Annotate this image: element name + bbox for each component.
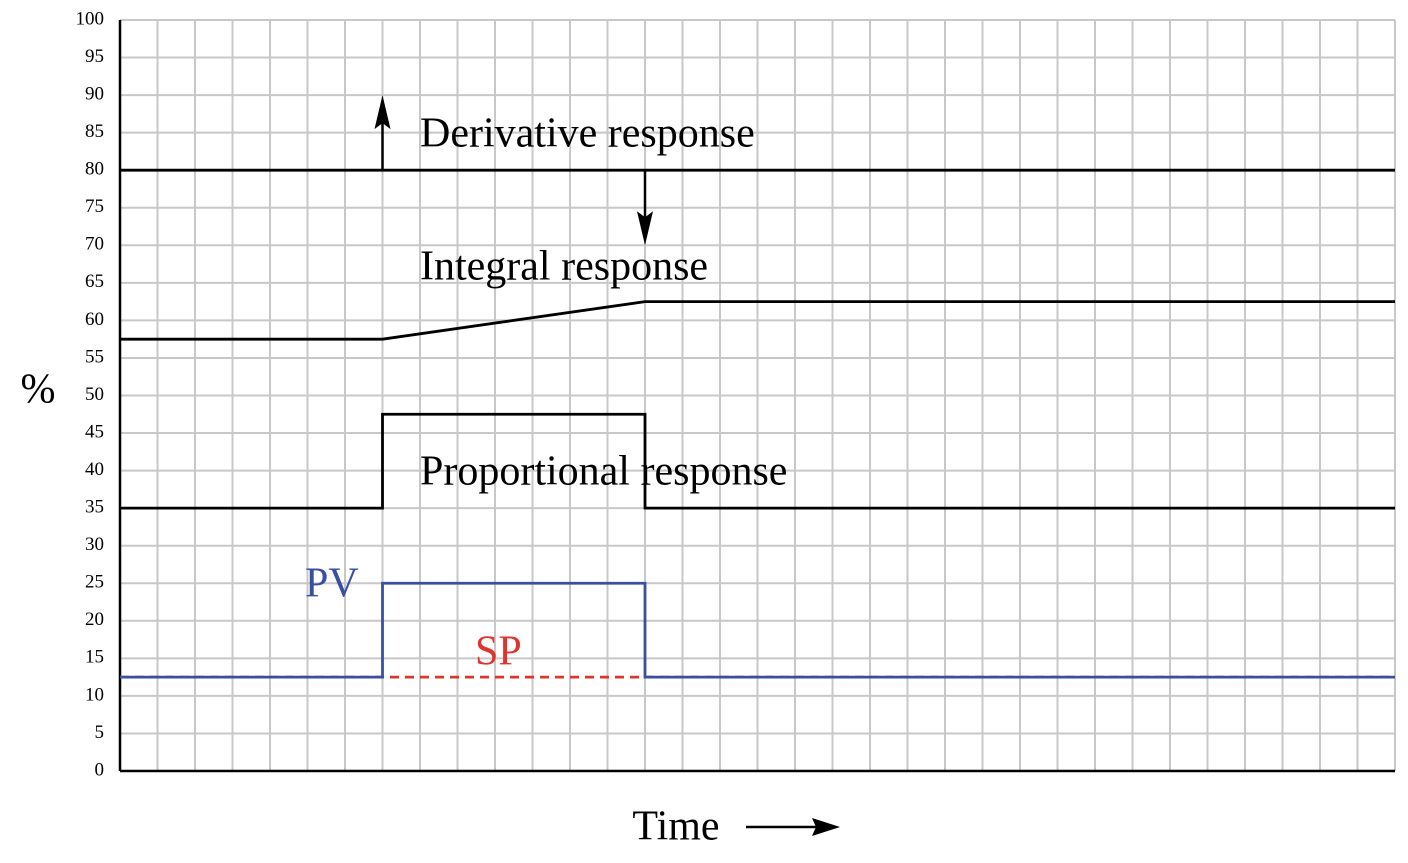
series-line: [120, 581, 1395, 679]
series-label: SP: [475, 629, 522, 675]
y-tick-label: 35: [85, 497, 104, 518]
y-tick-label: 10: [85, 684, 104, 705]
y-tick-label: 65: [85, 271, 104, 292]
series-label: PV: [305, 561, 359, 607]
y-tick-label: 70: [85, 234, 104, 255]
impulse-arrow: [637, 170, 653, 246]
y-tick-label: 60: [85, 309, 104, 330]
y-tick-label: 80: [85, 159, 104, 180]
x-axis-label: Time: [632, 804, 719, 850]
y-tick-label: 50: [85, 384, 104, 405]
y-tick-label: 40: [85, 459, 104, 480]
series-label: Proportional response: [420, 449, 787, 495]
y-tick-label: 85: [85, 121, 104, 142]
y-tick-label: 75: [85, 196, 104, 217]
y-axis-label: %: [21, 367, 56, 413]
y-tick-label: 55: [85, 346, 104, 367]
y-tick-label: 0: [95, 759, 105, 780]
x-axis-arrow: [746, 818, 840, 836]
series-label: Integral response: [420, 244, 708, 290]
arrow-head: [637, 211, 653, 246]
y-tick-label: 15: [85, 647, 104, 668]
y-tick-label: 30: [85, 534, 104, 555]
y-tick-label: 20: [85, 609, 104, 630]
y-tick-label: 100: [76, 8, 105, 29]
arrow-head: [374, 95, 391, 130]
y-tick-label: 95: [85, 46, 104, 67]
series-label: Derivative response: [420, 111, 755, 157]
series-line: [120, 412, 1395, 510]
y-tick-label: 5: [95, 722, 105, 743]
y-tick-label: 90: [85, 83, 104, 104]
y-tick-label: 45: [85, 421, 104, 442]
impulse-arrow: [374, 95, 391, 171]
series-line: [120, 300, 1395, 341]
y-tick-label: 25: [85, 572, 104, 593]
